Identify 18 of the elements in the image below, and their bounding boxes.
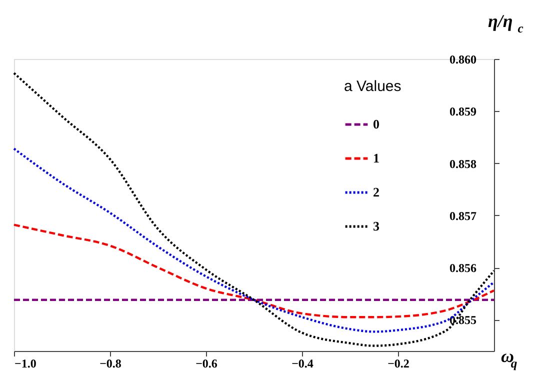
y-tick-label: 0.855 xyxy=(450,313,476,328)
y-tick-label: 0.858 xyxy=(450,156,476,171)
x-tick-label: −0.8 xyxy=(100,356,122,370)
y-tick-label: 0.856 xyxy=(450,261,476,276)
line-series xyxy=(12,148,496,333)
x-tick-label: −0.2 xyxy=(388,356,410,370)
y-tick-label: 0.857 xyxy=(450,208,476,223)
legend-label: 1 xyxy=(373,150,380,166)
x-tick-label: −0.6 xyxy=(196,356,218,370)
x-tick-label: −1.0 xyxy=(14,356,36,370)
y-tick-label: 0.859 xyxy=(450,104,476,119)
legend-label: 0 xyxy=(373,116,380,132)
legend-label: 3 xyxy=(373,218,380,234)
y-tick-label: 0.860 xyxy=(450,52,476,66)
legend-label: 2 xyxy=(373,184,380,200)
legend-title: a Values xyxy=(344,78,402,95)
line-series xyxy=(12,72,496,347)
x-tick-label: −0.4 xyxy=(292,356,314,370)
